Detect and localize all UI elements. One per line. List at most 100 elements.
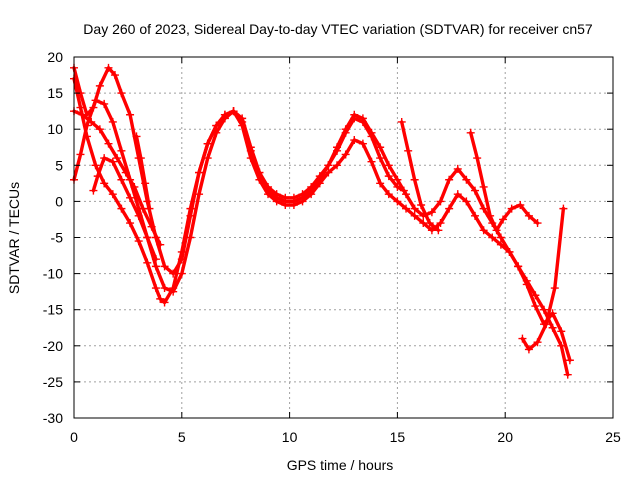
- y-tick-label: -25: [43, 374, 63, 390]
- data-point-plus: [514, 262, 523, 271]
- data-point-plus: [402, 190, 411, 199]
- data-point-plus: [95, 81, 104, 90]
- data-point-plus: [126, 219, 135, 228]
- data-point-plus: [212, 128, 221, 137]
- data-point-plus: [453, 164, 462, 173]
- x-tick-label: 10: [282, 429, 298, 445]
- y-tick-label: 15: [47, 85, 63, 101]
- data-point-plus: [100, 99, 109, 108]
- series-trace: [400, 120, 441, 233]
- x-axis-label: GPS time / hours: [287, 457, 394, 473]
- data-point-plus: [445, 175, 454, 184]
- data-point-plus: [121, 168, 130, 177]
- data-point-plus: [177, 269, 186, 278]
- data-point-plus: [479, 182, 488, 191]
- data-point-plus: [93, 172, 102, 181]
- data-point-plus: [462, 175, 471, 184]
- series-trace: [134, 134, 152, 211]
- x-tick-label: 5: [178, 429, 186, 445]
- data-point-plus: [126, 193, 135, 202]
- data-point-plus: [479, 204, 488, 213]
- data-point-plus: [126, 110, 135, 119]
- data-point-plus: [471, 186, 480, 195]
- data-point-plus: [264, 186, 273, 195]
- data-point-plus: [427, 208, 436, 217]
- data-point-plus: [104, 63, 113, 72]
- data-point-plus: [436, 197, 445, 206]
- y-tick-label: 10: [47, 121, 63, 137]
- data-point-plus: [134, 211, 143, 220]
- data-point-plus: [110, 71, 119, 80]
- x-tick-label: 0: [70, 429, 78, 445]
- y-tick-label: -20: [43, 338, 63, 354]
- data-point-plus: [479, 226, 488, 235]
- data-point-plus: [404, 146, 413, 155]
- data-point-plus: [100, 154, 109, 163]
- data-point-plus: [195, 168, 204, 177]
- data-point-plus: [169, 287, 178, 296]
- data-point-plus: [350, 110, 359, 119]
- data-point-plus: [160, 298, 169, 307]
- data-point-plus: [117, 204, 126, 213]
- data-point-plus: [160, 262, 169, 271]
- data-point-plus: [333, 161, 342, 170]
- data-point-plus: [145, 204, 154, 213]
- axes: 0 5 10 15 20 25 -30 -25 -20 -15 -10 -5 0 5 10 15 20: [43, 49, 621, 445]
- data-point-plus: [565, 356, 574, 365]
- data-point-plus: [108, 190, 117, 199]
- data-point-plus: [496, 233, 505, 242]
- data-point-plus: [557, 327, 566, 336]
- data-point-plus: [143, 258, 152, 267]
- data-point-plus: [324, 161, 333, 170]
- data-point-plus: [229, 107, 238, 116]
- y-tick-label: 5: [55, 157, 63, 173]
- y-tick-label: -5: [51, 230, 64, 246]
- data-series: [70, 63, 574, 379]
- y-tick-label: -10: [43, 266, 63, 282]
- data-point-plus: [298, 193, 307, 202]
- series-track-8: [466, 128, 542, 235]
- data-point-plus: [113, 154, 122, 163]
- data-point-plus: [453, 190, 462, 199]
- data-point-plus: [384, 190, 393, 199]
- data-point-plus: [376, 179, 385, 188]
- y-axis-label: SDTVAR / TECUs: [6, 182, 22, 294]
- data-point-plus: [518, 334, 527, 343]
- data-point-plus: [177, 247, 186, 256]
- data-point-plus: [186, 204, 195, 213]
- data-point-plus: [358, 139, 367, 148]
- y-tick-label: -30: [43, 410, 63, 426]
- data-point-plus: [130, 182, 139, 191]
- data-point-plus: [82, 121, 91, 130]
- series-track-4: [70, 107, 165, 249]
- data-point-plus: [160, 284, 169, 293]
- data-point-plus: [410, 204, 419, 213]
- data-point-plus: [522, 280, 531, 289]
- data-point-plus: [516, 201, 525, 210]
- data-point-plus: [542, 320, 551, 329]
- data-point-plus: [156, 240, 165, 249]
- series-trace: [469, 131, 540, 233]
- data-point-plus: [559, 204, 568, 213]
- data-point-plus: [473, 154, 482, 163]
- data-point-plus: [376, 154, 385, 163]
- data-point-plus: [87, 117, 96, 126]
- series-track-9: [518, 204, 568, 354]
- data-point-plus: [95, 125, 104, 134]
- data-point-plus: [91, 161, 100, 170]
- data-point-plus: [117, 146, 126, 155]
- data-point-plus: [134, 237, 143, 246]
- x-tick-label: 20: [497, 429, 513, 445]
- data-point-plus: [393, 175, 402, 184]
- data-point-plus: [289, 197, 298, 206]
- data-point-plus: [434, 226, 443, 235]
- data-point-plus: [462, 197, 471, 206]
- data-point-plus: [108, 157, 117, 166]
- data-point-plus: [108, 117, 117, 126]
- data-point-plus: [151, 262, 160, 271]
- data-point-plus: [548, 323, 557, 332]
- data-point-plus: [376, 143, 385, 152]
- data-point-plus: [78, 110, 87, 119]
